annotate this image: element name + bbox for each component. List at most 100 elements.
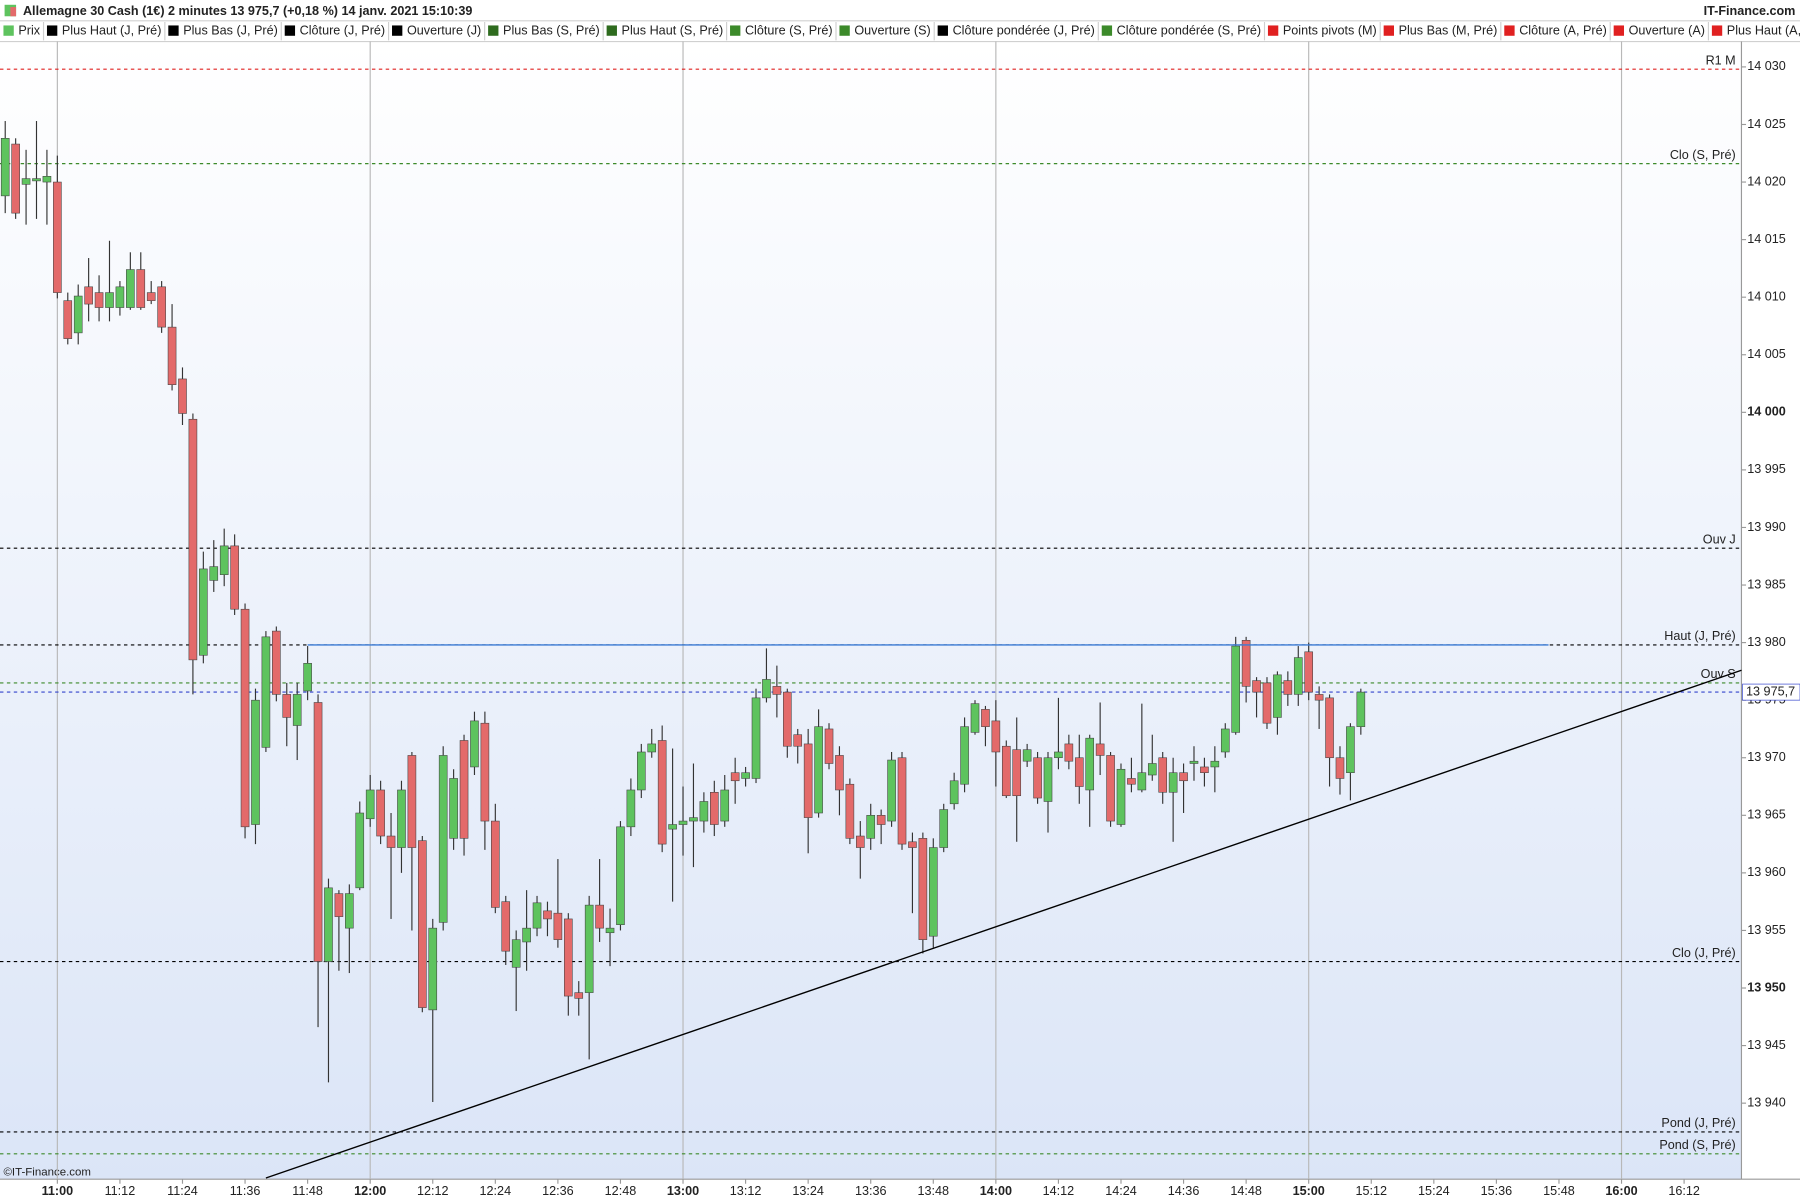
- candle-body: [595, 904, 604, 929]
- candle-body: [63, 300, 73, 339]
- x-tick-label: 16:12: [1668, 1184, 1700, 1198]
- candle-body: [1200, 766, 1209, 773]
- candle-body: [1158, 757, 1168, 793]
- x-tick-label: 13:36: [855, 1184, 887, 1198]
- candle-body: [1033, 757, 1042, 799]
- level-label: Clo (J, Pré): [1672, 946, 1736, 960]
- candle-body: [1231, 645, 1241, 733]
- y-tick-label: 13 940: [1747, 1095, 1786, 1109]
- legend-label: Clôture pondérée (S, Pré): [1117, 24, 1261, 38]
- candle-body: [553, 912, 563, 940]
- legend-swatch: [1613, 25, 1625, 36]
- candle-body: [824, 728, 834, 764]
- x-tick-label: 14:24: [1105, 1184, 1137, 1198]
- title-icon: [10, 7, 17, 17]
- last-price-box: [1742, 683, 1800, 701]
- candle-body: [251, 699, 260, 825]
- x-tick-label: 12:12: [417, 1184, 449, 1198]
- candle-body: [42, 176, 52, 183]
- candle-body: [668, 824, 677, 830]
- legend-label: Plus Bas (J, Pré): [183, 24, 278, 38]
- candle-body: [543, 910, 552, 920]
- y-tick-label: 14 020: [1747, 174, 1786, 188]
- candle-body: [1022, 749, 1032, 762]
- candle-body: [1001, 745, 1011, 797]
- x-tick-label: 16:00: [1605, 1184, 1637, 1198]
- copyright: ©IT-Finance.com: [3, 1166, 90, 1178]
- x-tick-label: 11:00: [42, 1184, 74, 1198]
- candle-body: [1252, 680, 1261, 693]
- candle-body: [772, 686, 782, 695]
- x-tick-label: 12:36: [542, 1184, 574, 1198]
- level-label: Ouv S: [1701, 667, 1736, 681]
- legend-label: Clôture pondérée (J, Pré): [953, 24, 1095, 38]
- x-tick-label: 13:48: [918, 1184, 950, 1198]
- candle-body: [720, 789, 730, 822]
- candle-body: [365, 789, 375, 820]
- candle-body: [376, 789, 385, 837]
- x-tick-label: 13:24: [792, 1184, 824, 1198]
- candle-body: [386, 835, 396, 848]
- axis-layer: 11:00 11:12 11:24 11:36 11:48 12:00 12:12 12:24…: [42, 59, 1800, 1198]
- x-tick-label: 12:00: [354, 1184, 386, 1198]
- legend-label: Ouverture (A): [1629, 24, 1705, 38]
- candle-body: [689, 817, 698, 822]
- candle-body: [188, 418, 198, 661]
- candle-body: [522, 927, 531, 943]
- legend-swatch: [1711, 25, 1723, 36]
- candle-body: [584, 904, 594, 993]
- candle-body: [1012, 749, 1022, 797]
- candle-body: [199, 568, 208, 656]
- legend-label: Prix: [18, 24, 40, 38]
- legend-swatch: [488, 25, 499, 36]
- candle-body: [1043, 757, 1053, 802]
- candle-body: [480, 722, 490, 822]
- legend-swatch: [1267, 25, 1279, 36]
- candle-body: [324, 887, 333, 962]
- candle-body: [762, 679, 771, 699]
- brand: IT-Finance.com: [1704, 4, 1796, 18]
- candle-body: [887, 759, 896, 822]
- level-label: Pond (J, Pré): [1661, 1116, 1735, 1130]
- candles-layer: [0, 121, 1366, 1103]
- candle-body: [845, 783, 855, 839]
- x-tick-label: 11:48: [292, 1184, 323, 1198]
- candle-body: [751, 697, 761, 779]
- candle-body: [511, 939, 521, 968]
- candle-body: [1283, 680, 1293, 695]
- legend-swatch: [937, 25, 948, 36]
- plot-area: [0, 41, 1742, 1180]
- legend-swatch: [730, 25, 741, 36]
- legend-label: Clôture (A, Pré): [1519, 24, 1607, 38]
- candle-body: [908, 841, 917, 848]
- candle-body: [564, 918, 573, 997]
- legend: Prix Plus Haut (J, Pré) Plus Bas (J, Pré) C…: [3, 22, 1800, 41]
- candle-body: [126, 269, 135, 308]
- candle-body: [835, 755, 844, 791]
- candle-body: [960, 726, 969, 785]
- candle-body: [782, 691, 792, 747]
- y-tick-label: 14 010: [1747, 290, 1786, 304]
- y-tick-label: 14 025: [1747, 117, 1786, 131]
- level-label: Clo (S, Pré): [1670, 148, 1736, 162]
- legend-swatch: [392, 25, 403, 36]
- candle-body: [1095, 743, 1105, 756]
- candle-body: [1054, 751, 1063, 759]
- candle-body: [605, 927, 615, 934]
- y-tick-label: 14 000: [1747, 405, 1786, 419]
- candle-body: [928, 847, 938, 937]
- candle-body: [1262, 682, 1272, 724]
- x-tick-label: 14:36: [1168, 1184, 1200, 1198]
- candle-body: [240, 608, 250, 828]
- x-tick-label: 15:12: [1355, 1184, 1387, 1198]
- candle-body: [407, 755, 417, 848]
- x-tick-label: 11:36: [230, 1184, 261, 1198]
- legend-label: Ouverture (S): [854, 24, 930, 38]
- candle-body: [793, 734, 803, 747]
- candle-body: [459, 740, 469, 839]
- x-tick-label: 13:12: [730, 1184, 762, 1198]
- y-tick-label: 14 005: [1747, 347, 1786, 361]
- candle-body: [178, 378, 187, 414]
- candle-body: [470, 720, 479, 768]
